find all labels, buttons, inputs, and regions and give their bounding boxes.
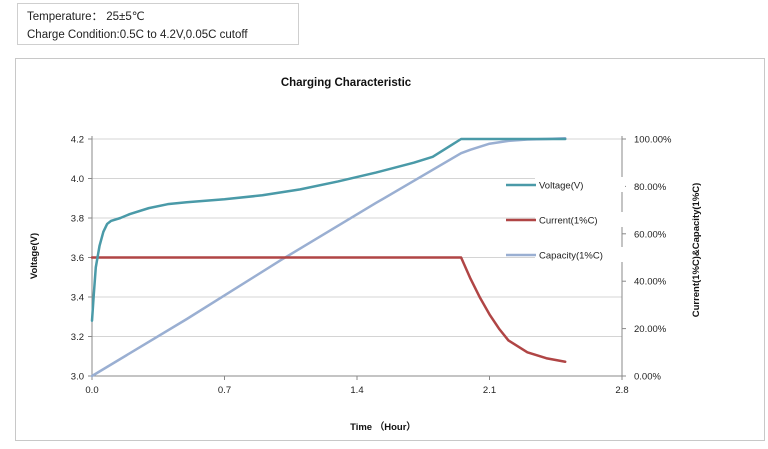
- y-axis-right-title: Current(1%C)&Capacity(1%C): [691, 183, 702, 318]
- x-tick-label: 0.7: [218, 385, 231, 396]
- y-tick-label-right: 20.00%: [634, 324, 667, 335]
- charge-condition-label: Charge Condition:0.5C to 4.2V,0.05C cuto…: [27, 29, 248, 41]
- y-tick-label-right: 40.00%: [634, 277, 667, 288]
- y-tick-label-right: 0.00%: [634, 372, 661, 383]
- y-tick-label-left: 4.2: [71, 135, 84, 146]
- legend-label-current: Current(1%C): [539, 216, 598, 227]
- y-axis-left-title: Voltage(V): [29, 233, 40, 279]
- legend-bg: [535, 212, 625, 227]
- y-tick-label-right: 60.00%: [634, 229, 667, 240]
- chart-title: Charging Characteristic: [281, 77, 412, 89]
- x-axis-title: Time （Hour）: [350, 421, 416, 433]
- series-line-voltage: [90, 137, 567, 322]
- x-tick-label: 2.8: [615, 385, 628, 396]
- y-tick-label-left: 3.6: [71, 253, 84, 264]
- legend: Voltage(V) Current(1%C) Capacity(1%C): [506, 177, 625, 262]
- y-tick-label-left: 3.2: [71, 332, 84, 343]
- legend-label-voltage: Voltage(V): [539, 181, 583, 192]
- y-tick-label-left: 3.8: [71, 214, 84, 225]
- y-tick-label-right: 80.00%: [634, 182, 667, 193]
- y-tick-label-right: 100.00%: [634, 135, 672, 146]
- y-tick-label-left: 4.0: [71, 174, 84, 185]
- grid-lines: [92, 138, 622, 337]
- legend-bg: [535, 247, 625, 262]
- series-line-current: [90, 256, 567, 364]
- x-tick-label: 0.0: [85, 385, 98, 396]
- x-tick-label: 2.1: [483, 385, 496, 396]
- y-tick-label-left: 3.0: [71, 372, 84, 383]
- x-tick-label: 1.4: [350, 385, 363, 396]
- test-conditions-box: Temperature： 25±5℃ Charge Condition:0.5C…: [17, 3, 299, 45]
- legend-label-capacity: Capacity(1%C): [539, 251, 603, 262]
- data-series: [90, 137, 567, 378]
- legend-bg: [535, 177, 625, 192]
- temperature-label: Temperature： 25±5℃: [27, 11, 145, 23]
- y-tick-label-left: 3.4: [71, 293, 84, 304]
- chart-frame: [15, 58, 765, 441]
